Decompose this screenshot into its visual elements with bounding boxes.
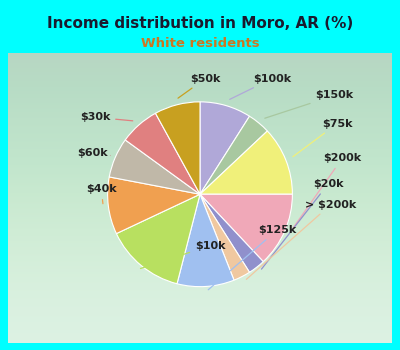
Text: $75k: $75k [293,119,352,157]
Text: > $200k: > $200k [246,199,356,279]
Text: White residents: White residents [141,37,259,50]
Wedge shape [200,194,263,272]
Wedge shape [200,116,267,194]
Text: $50k: $50k [178,74,220,98]
Wedge shape [108,177,200,233]
Text: $100k: $100k [230,74,291,99]
Wedge shape [156,102,200,194]
Wedge shape [200,131,292,194]
Text: $150k: $150k [265,90,354,118]
Text: $40k: $40k [86,184,116,204]
Text: Income distribution in Moro, AR (%): Income distribution in Moro, AR (%) [47,16,353,31]
Wedge shape [200,194,292,261]
Wedge shape [109,140,200,194]
Wedge shape [177,194,234,287]
Text: $30k: $30k [80,112,133,122]
Text: $20k: $20k [262,179,344,269]
Text: $200k: $200k [291,153,361,231]
Text: $60k: $60k [77,148,110,158]
Wedge shape [125,113,200,194]
Wedge shape [200,102,250,194]
Wedge shape [116,194,200,284]
Text: $125k: $125k [208,225,296,290]
Wedge shape [200,194,250,280]
Text: $10k: $10k [140,240,226,268]
